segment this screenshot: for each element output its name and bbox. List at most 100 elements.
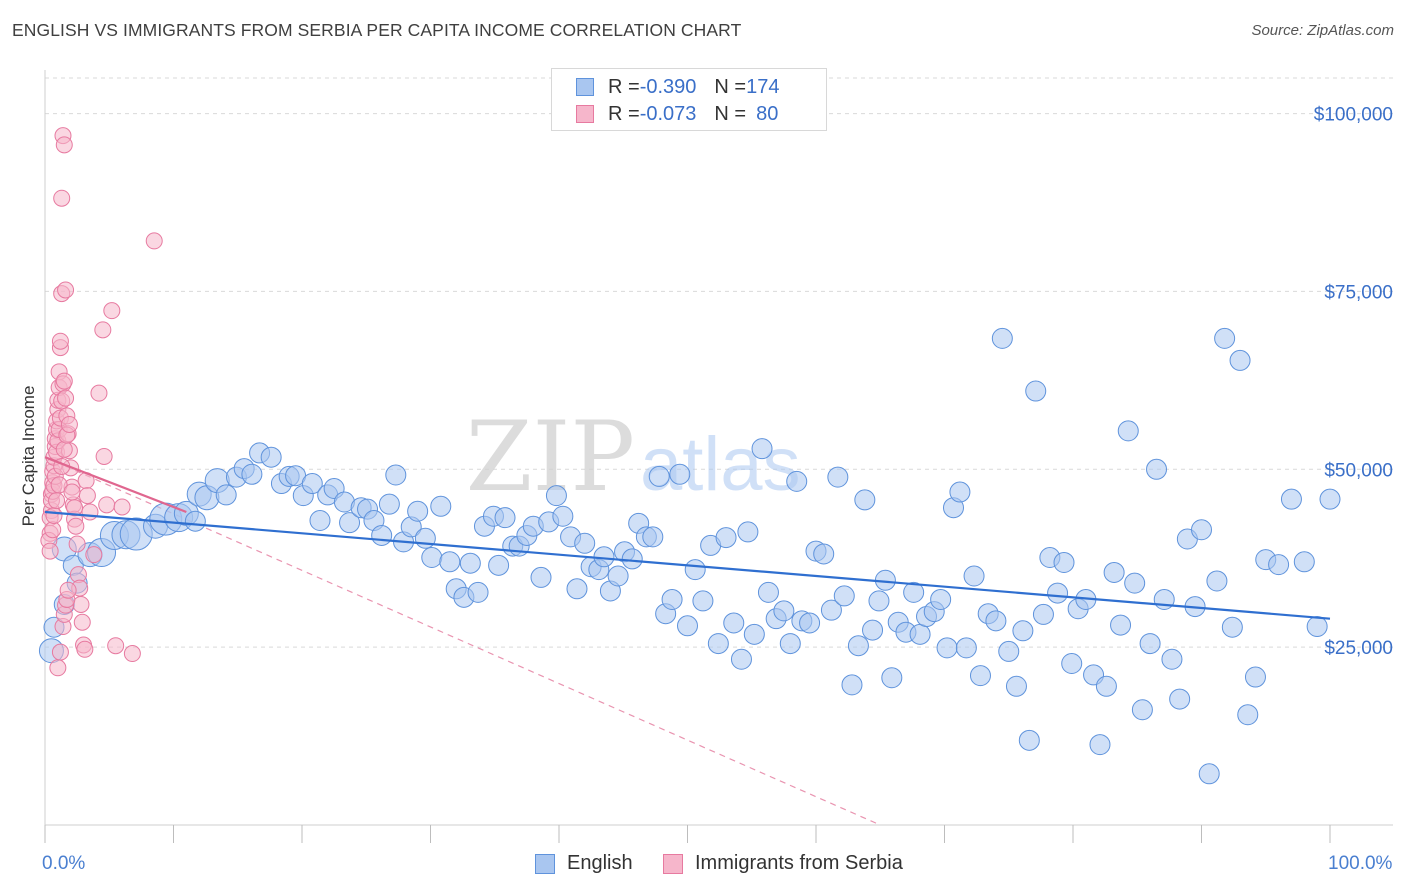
serbia-point — [145, 232, 163, 250]
serbia-trend-line — [44, 456, 187, 513]
serbia-point — [50, 476, 68, 494]
serbia-n-value: 80 — [756, 102, 779, 125]
english-point — [260, 446, 282, 468]
english-point — [1237, 704, 1259, 726]
axes — [44, 70, 1393, 843]
y-tick-label-100000: $100,000 — [1314, 105, 1393, 126]
english-point — [786, 470, 808, 492]
english-point — [530, 566, 552, 588]
english-point — [969, 665, 991, 687]
english-point — [378, 493, 400, 515]
english-point — [1018, 729, 1040, 751]
serbia-swatch — [576, 105, 594, 123]
english-point — [607, 565, 629, 587]
english-point — [309, 510, 331, 532]
grid-lines — [45, 77, 1393, 648]
english-r-value: -0.390 — [639, 75, 697, 98]
english-point — [881, 667, 903, 689]
english-point — [241, 463, 263, 485]
serbia-point — [57, 281, 75, 299]
english-point — [1117, 420, 1139, 442]
english-n-value: 174 — [746, 75, 780, 98]
english-points — [38, 327, 1341, 785]
watermark-atlas: atlas — [640, 422, 801, 507]
english-point — [545, 485, 567, 507]
english-point — [936, 637, 958, 659]
english-point — [184, 510, 206, 532]
english-point — [1103, 561, 1125, 583]
english-point — [930, 588, 952, 610]
serbia-point — [41, 542, 59, 560]
english-point — [1124, 572, 1146, 594]
english-point — [963, 565, 985, 587]
serbia-point — [44, 521, 62, 539]
english-point — [868, 590, 890, 612]
x-min-label: 0.0% — [42, 853, 86, 874]
y-tick-label-25000: $25,000 — [1324, 638, 1393, 659]
english-point — [757, 581, 779, 603]
legend-item-serbia: Immigrants from Serbia — [663, 852, 903, 875]
english-point — [743, 623, 765, 645]
english-point — [1221, 616, 1243, 638]
serbia-trend-dashed — [44, 456, 881, 826]
legend-english-label: English — [567, 852, 633, 874]
serbia-point — [103, 302, 121, 320]
english-point — [991, 327, 1013, 349]
english-point — [301, 473, 323, 495]
legend-item-english: English — [535, 852, 633, 875]
serbia-swatch — [663, 853, 683, 874]
serbia-point — [45, 507, 63, 525]
english-point — [847, 635, 869, 657]
english-point — [552, 505, 574, 527]
serbia-point — [107, 637, 125, 655]
english-point — [467, 581, 489, 603]
serbia-point — [66, 499, 84, 517]
english-point — [909, 623, 931, 645]
serbia-point — [48, 492, 66, 510]
legend-row-english: R = -0.390 N = 174 — [576, 75, 779, 99]
english-point — [669, 463, 691, 485]
n-label: N = — [714, 75, 747, 98]
y-tick-label-50000: $50,000 — [1324, 460, 1393, 481]
english-point — [1169, 688, 1191, 710]
english-point — [841, 674, 863, 696]
english-point — [737, 521, 759, 543]
english-point — [1280, 488, 1302, 510]
serbia-point — [85, 546, 103, 564]
english-point — [1146, 458, 1168, 480]
english-point — [1244, 666, 1266, 688]
english-point — [1198, 763, 1220, 785]
english-point — [421, 547, 443, 569]
english-point — [1012, 620, 1034, 642]
english-point — [439, 551, 461, 573]
serbia-point — [73, 613, 91, 631]
english-point — [723, 612, 745, 634]
watermark: ZIP atlas — [466, 401, 801, 513]
source-credit: Source: ZipAtlas.com — [1251, 22, 1394, 39]
english-point — [862, 619, 884, 641]
english-point — [488, 554, 510, 576]
english-point — [1025, 380, 1047, 402]
english-point — [566, 578, 588, 600]
english-point — [414, 527, 436, 549]
serbia-point — [94, 321, 112, 339]
english-point — [799, 612, 821, 634]
serbia-point — [60, 415, 78, 433]
serbia-point — [78, 487, 96, 505]
english-point — [949, 481, 971, 503]
english-point — [1139, 633, 1161, 655]
english-point — [621, 548, 643, 570]
serbia-point — [68, 535, 86, 553]
y-tick-label-75000: $75,000 — [1324, 282, 1393, 303]
english-trend-line — [44, 510, 1331, 620]
serbia-point — [59, 581, 77, 599]
english-point — [985, 610, 1007, 632]
english-point — [215, 484, 237, 506]
serbia-point — [51, 643, 69, 661]
english-point — [1214, 327, 1236, 349]
serbia-point — [55, 372, 73, 390]
english-point — [1293, 551, 1315, 573]
english-point — [854, 489, 876, 511]
n-label: N = — [714, 102, 747, 125]
